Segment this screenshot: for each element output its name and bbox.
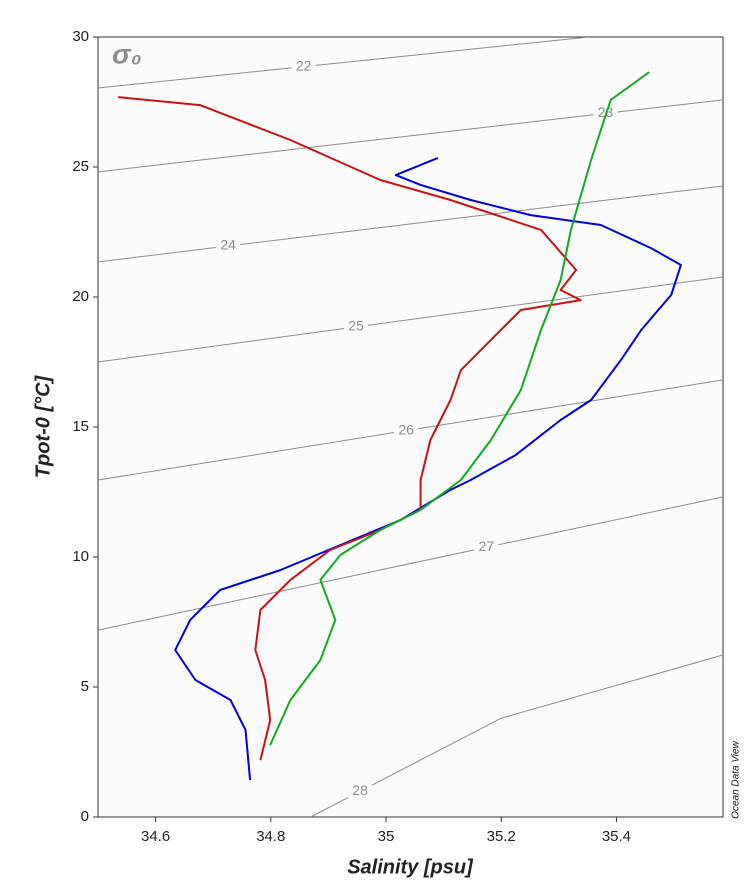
isopycnal-label: 25: [348, 318, 364, 334]
profile-line: [118, 96, 582, 761]
y-tick-label: 5: [81, 678, 89, 695]
isopycnal-label-bg: [344, 318, 369, 335]
isopycnal-label: 22: [296, 57, 312, 73]
isopycnal-label: 28: [352, 782, 368, 798]
y-tick-label: 20: [72, 288, 89, 305]
isopycnal: [310, 654, 723, 817]
x-tick-label: 34.8: [256, 828, 285, 845]
profiles: [118, 71, 682, 781]
y-tick-label: 10: [72, 548, 89, 565]
y-tick-label: 30: [72, 28, 89, 45]
isopycnal-label-bg: [474, 539, 499, 556]
x-tick-label: 35.2: [487, 828, 516, 845]
isopycnal-label: 26: [398, 421, 414, 437]
isopycnal-label-bg: [216, 238, 241, 255]
axes: 0 5 10 15 20 25 30 34.6 34.8 35 35.2 35.4: [72, 28, 631, 845]
x-tick-label: 35: [378, 828, 395, 845]
contours: 22 23 24 25 26 27 28: [98, 37, 723, 817]
isopycnal-label-bg: [394, 422, 419, 439]
isopycnal-label: 27: [478, 538, 494, 554]
isopycnal-label: 24: [220, 237, 236, 253]
x-axis-label: Salinity [psu]: [347, 856, 474, 878]
profile-line: [174, 156, 682, 781]
isopycnal-label: 23: [598, 104, 614, 120]
y-axis-label: Tpot-0 [°C]: [32, 374, 54, 478]
y-tick-label: 0: [81, 808, 89, 825]
credit: Ocean Data View: [731, 740, 742, 818]
chart-title: σ₀: [112, 38, 142, 69]
isopycnal-label-bg: [291, 58, 316, 75]
isopycnal-label-bg: [348, 783, 373, 800]
x-tick-label: 35.4: [602, 828, 631, 845]
x-tick-label: 34.6: [141, 828, 170, 845]
y-tick-label: 15: [72, 418, 89, 435]
profile-line: [269, 71, 650, 746]
y-tick-label: 25: [72, 158, 89, 175]
